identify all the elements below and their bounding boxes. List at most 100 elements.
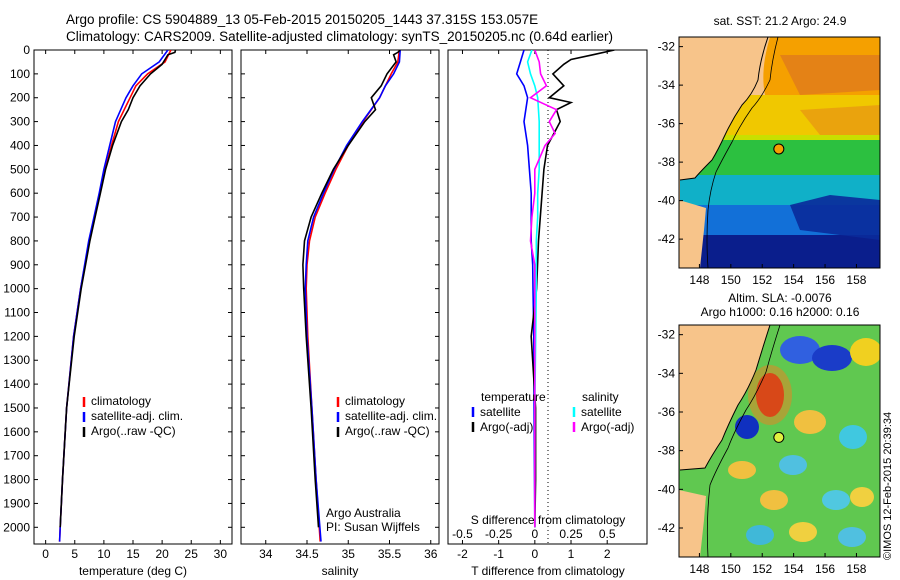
sla-eddy-high <box>728 461 756 479</box>
difference-panel: -2 -1 0 1 2 S difference from climatology -0… <box>447 49 648 578</box>
series-line <box>302 50 401 528</box>
sla-eddy-high <box>850 487 874 507</box>
y-tick-label: 500 <box>10 162 30 176</box>
tasmania-land <box>679 490 706 557</box>
x-tick-label: 34.5 <box>295 547 319 561</box>
sla-eddy-low <box>812 345 852 371</box>
coast-land <box>679 325 770 470</box>
x-tick-label: 154 <box>784 273 804 287</box>
y-tick-label: 400 <box>10 138 30 152</box>
y-tick-label: -36 <box>658 117 676 131</box>
y-tick-label: 700 <box>10 210 30 224</box>
x-tick-label: 2 <box>604 547 611 561</box>
y-tick-label: -34 <box>658 78 676 92</box>
x-tick-label: -2 <box>457 547 468 561</box>
sla-map-frame <box>678 324 881 558</box>
header-title-line2: Climatology: CARS2009. Satellite-adjuste… <box>66 29 613 44</box>
x-tick-label: 158 <box>846 273 866 287</box>
x-tick-label: 30 <box>214 547 228 561</box>
legend-label: climatology <box>345 394 405 408</box>
legend-temperature-title: temperature <box>481 390 546 404</box>
salinity-axes <box>240 49 440 545</box>
x-tick-label: 150 <box>721 273 741 287</box>
y-tick-label: 600 <box>10 186 30 200</box>
y-tick-label: 800 <box>10 234 30 248</box>
sla-eddy-high <box>794 410 826 434</box>
difference-axes <box>447 49 648 545</box>
legend-salinity-title: salinity <box>582 390 619 404</box>
sla-eddy-high <box>850 338 880 366</box>
sla-eddy-low <box>838 527 866 547</box>
x-tick-label: 20 <box>155 547 169 561</box>
series-line <box>530 50 615 528</box>
depth-contour <box>706 325 781 557</box>
argo-float-marker <box>773 431 785 443</box>
x-tick-label: 35.5 <box>378 547 402 561</box>
x-tick-label: 156 <box>815 273 835 287</box>
x-tick-label: 148 <box>689 562 709 576</box>
s-diff-xlabel: S difference from climatology <box>471 513 626 527</box>
x-tick-label: 154 <box>784 562 804 576</box>
salinity-panel: 34 34.5 35 35.5 36 salinity climatology sate… <box>240 49 440 578</box>
y-tick-label: -32 <box>658 328 676 342</box>
series-line <box>528 50 558 528</box>
coastline <box>679 325 771 471</box>
y-tick-label: -40 <box>658 194 676 208</box>
legend-label: Argo(..raw -QC) <box>345 424 430 438</box>
legend-label: satellite <box>581 405 622 419</box>
y-tick-label: 0 <box>23 43 30 57</box>
sst-map-panel: sat. SST: 21.2 Argo: 24.9 148 150 152 154 15… <box>658 14 881 287</box>
sla-map-panel: Altim. SLA: -0.0076 Argo h1000: 0.16 h20… <box>658 291 881 576</box>
x-tick-label: 34 <box>259 547 273 561</box>
sla-eddy-high <box>760 490 788 510</box>
x2-tick-label: 0.5 <box>599 527 616 541</box>
sla-eddy-low <box>839 425 867 449</box>
header-title-line1: Argo profile: CS 5904889_13 05-Feb-2015 … <box>66 12 538 27</box>
x-tick-label: 158 <box>846 562 866 576</box>
x-tick-label: 25 <box>185 547 199 561</box>
sla-eddy-high <box>748 365 792 425</box>
sla-eddy-low <box>822 490 850 510</box>
series-line <box>526 50 541 528</box>
temperature-panel: 0100200300400500600700800900100011001200… <box>3 43 233 578</box>
x-tick-label: 156 <box>815 562 835 576</box>
legend-label: Argo(-adj) <box>480 420 533 434</box>
y-tick-label: 1500 <box>3 401 30 415</box>
y-tick-label: 1900 <box>3 496 30 510</box>
depth-contour <box>706 37 779 268</box>
y-tick-label: 300 <box>10 115 30 129</box>
argo-float-marker <box>773 143 785 155</box>
x-tick-label: 5 <box>71 547 78 561</box>
y-tick-label: -42 <box>658 232 676 246</box>
coastline <box>679 37 769 181</box>
x-tick-label: 148 <box>689 273 709 287</box>
y-tick-label: 1800 <box>3 473 30 487</box>
argo-australia-note: Argo Australia <box>326 506 401 520</box>
y-tick-label: 1400 <box>3 377 30 391</box>
legend-label: satellite-adj. clim. <box>345 409 437 423</box>
x2-tick-label: 0 <box>531 527 538 541</box>
x-tick-label: 152 <box>752 273 772 287</box>
x2-tick-label: -0.5 <box>452 527 473 541</box>
y-tick-label: 2000 <box>3 520 30 534</box>
x-tick-label: 0 <box>42 547 49 561</box>
y-tick-label: 1000 <box>3 282 30 296</box>
x-tick-label: -1 <box>493 547 504 561</box>
y-tick-label: -32 <box>658 40 676 54</box>
sst-patch <box>790 195 880 240</box>
sst-map-frame <box>678 36 881 269</box>
y-tick-label: 100 <box>10 67 30 81</box>
y-tick-label: -40 <box>658 482 676 496</box>
sst-band-cold <box>700 235 880 268</box>
series-line <box>59 50 177 528</box>
x-tick-label: 150 <box>721 562 741 576</box>
y-tick-label: -42 <box>658 521 676 535</box>
sst-band <box>680 140 880 178</box>
x-tick-label: 36 <box>424 547 438 561</box>
sla-eddy-high <box>789 522 817 542</box>
y-tick-label: -38 <box>658 444 676 458</box>
y-tick-label: -38 <box>658 155 676 169</box>
sst-patch <box>780 55 880 95</box>
sst-map-title: sat. SST: 21.2 Argo: 24.9 <box>714 14 847 28</box>
x-tick-label: 10 <box>97 547 111 561</box>
